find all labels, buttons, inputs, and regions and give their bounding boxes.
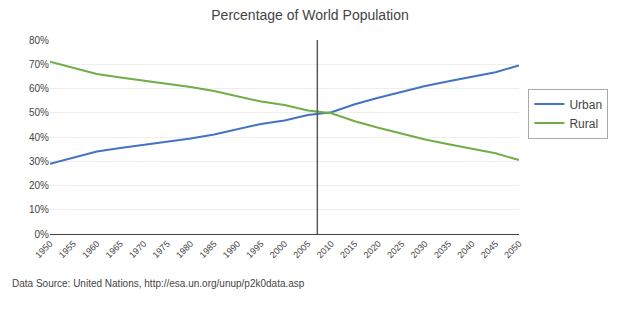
svg-text:40%: 40% [29,132,49,143]
svg-text:1985: 1985 [198,239,219,260]
svg-text:30%: 30% [29,156,49,167]
svg-text:10%: 10% [29,204,49,215]
svg-text:1955: 1955 [57,239,78,260]
svg-text:0%: 0% [35,229,50,240]
svg-text:70%: 70% [29,59,49,70]
svg-text:2020: 2020 [362,239,383,260]
svg-text:Urban: Urban [569,98,602,112]
svg-text:1970: 1970 [127,239,148,260]
svg-text:80%: 80% [29,35,49,46]
svg-text:2025: 2025 [385,239,406,260]
svg-text:2000: 2000 [268,239,289,260]
svg-text:2030: 2030 [409,239,430,260]
svg-text:2040: 2040 [455,239,476,260]
svg-text:50%: 50% [29,107,49,118]
svg-text:2045: 2045 [479,239,500,260]
svg-text:2010: 2010 [315,239,336,260]
svg-text:1960: 1960 [80,239,101,260]
svg-text:20%: 20% [29,180,49,191]
svg-text:Percentage of World Population: Percentage of World Population [211,7,408,23]
svg-text:2050: 2050 [502,239,523,260]
svg-text:Rural: Rural [569,117,598,131]
svg-text:2015: 2015 [338,239,359,260]
svg-text:60%: 60% [29,83,49,94]
svg-text:Data Source: United Nations, h: Data Source: United Nations, http://esa.… [12,278,305,289]
svg-text:1975: 1975 [151,239,172,260]
svg-text:2035: 2035 [432,239,453,260]
svg-text:1950: 1950 [33,239,54,260]
svg-text:1965: 1965 [104,239,125,260]
svg-text:1980: 1980 [174,239,195,260]
svg-text:1990: 1990 [221,239,242,260]
svg-text:1995: 1995 [244,239,265,260]
svg-text:2005: 2005 [291,239,312,260]
